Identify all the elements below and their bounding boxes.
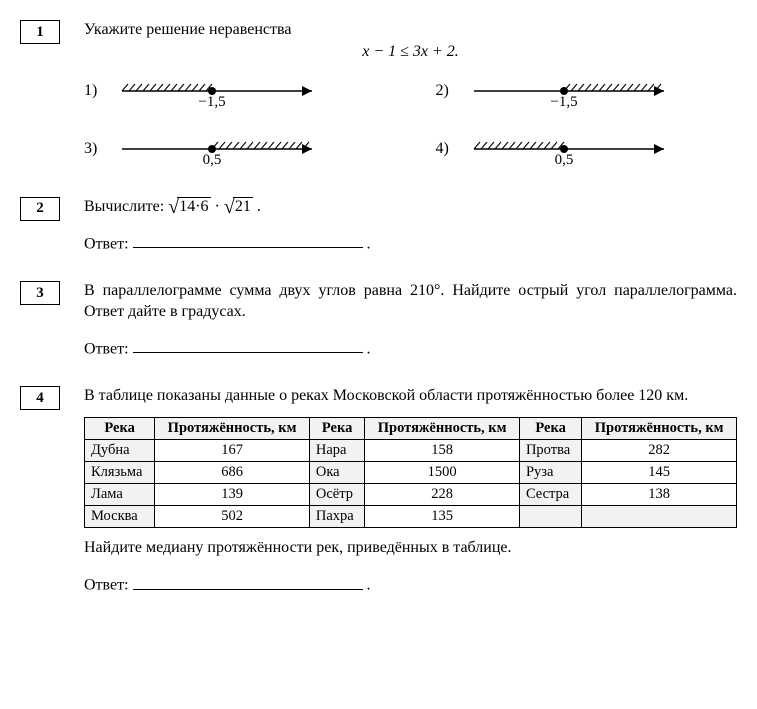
- answer-blank-2[interactable]: [133, 230, 363, 249]
- svg-text:−1,5: −1,5: [198, 94, 225, 110]
- cell-r1-a-len: 686: [155, 462, 310, 484]
- answer-period-4: .: [367, 577, 371, 594]
- cell-r0-c-name: Протва: [519, 440, 581, 462]
- problem-4-answer: Ответ: .: [84, 571, 737, 595]
- answer-label-2: Ответ:: [84, 235, 133, 252]
- option-2-num: 2): [436, 82, 464, 100]
- problem-4-prompt: В таблице показаны данные о реках Москов…: [84, 386, 737, 407]
- option-2: 2) −1,5: [436, 71, 738, 111]
- th-river-2: Река: [309, 418, 364, 440]
- cell-r1-b-len: 1500: [365, 462, 520, 484]
- table-row: Лама 139 Осётр 228 Сестра 138: [85, 484, 737, 506]
- answer-label-3: Ответ:: [84, 340, 133, 357]
- problem-2-content: Вычислите: √ 14·6 · √ 21 . Ответ: .: [84, 197, 737, 253]
- problem-1-options: 1) −1,5 2) −1,5 3) 0,5 4) 0,5: [84, 71, 737, 169]
- answer-blank-3[interactable]: [133, 335, 363, 354]
- th-len-1: Протяжённость, км: [155, 418, 310, 440]
- problem-3-content: В параллелограмме сумма двух углов равна…: [84, 281, 737, 358]
- th-len-3: Протяжённость, км: [582, 418, 737, 440]
- th-river-1: Река: [85, 418, 155, 440]
- q2-suffix: .: [257, 198, 261, 215]
- th-len-2: Протяжённость, км: [365, 418, 520, 440]
- problem-4-after: Найдите медиану протяжённости рек, приве…: [84, 538, 737, 559]
- cell-r2-c-len: 138: [582, 484, 737, 506]
- cell-r3-b-name: Пахра: [309, 506, 364, 528]
- problem-3-number: 3: [20, 281, 60, 305]
- problem-1-number: 1: [20, 20, 60, 44]
- table-row: Москва 502 Пахра 135: [85, 506, 737, 528]
- cell-r3-c-name: [519, 506, 581, 528]
- option-3-num: 3): [84, 140, 112, 158]
- option-4-num: 4): [436, 140, 464, 158]
- problem-3-prompt: В параллелограмме сумма двух углов равна…: [84, 281, 737, 323]
- problem-2: 2 Вычислите: √ 14·6 · √ 21 . Ответ: .: [20, 197, 737, 253]
- problem-4-number: 4: [20, 386, 60, 410]
- sqrt-1: √ 14·6: [168, 197, 210, 217]
- problem-4-content: В таблице показаны данные о реках Москов…: [84, 386, 737, 594]
- cell-r1-c-name: Руза: [519, 462, 581, 484]
- cell-r0-a-len: 167: [155, 440, 310, 462]
- option-3: 3) 0,5: [84, 129, 386, 169]
- problem-2-prompt: Вычислите: √ 14·6 · √ 21 .: [84, 197, 737, 218]
- problem-4: 4 В таблице показаны данные о реках Моск…: [20, 386, 737, 594]
- table-row: Дубна 167 Нара 158 Протва 282: [85, 440, 737, 462]
- table-row: Клязьма 686 Ока 1500 Руза 145: [85, 462, 737, 484]
- problem-3: 3 В параллелограмме сумма двух углов рав…: [20, 281, 737, 358]
- cell-r2-a-name: Лама: [85, 484, 155, 506]
- problem-1-prompt: Укажите решение неравенства: [84, 20, 737, 41]
- cell-r0-b-name: Нара: [309, 440, 364, 462]
- cell-r2-a-len: 139: [155, 484, 310, 506]
- cell-r2-b-name: Осётр: [309, 484, 364, 506]
- cell-r1-c-len: 145: [582, 462, 737, 484]
- numberline-4: 0,5: [464, 129, 684, 169]
- problem-3-answer: Ответ: .: [84, 335, 737, 359]
- svg-text:0,5: 0,5: [554, 152, 573, 168]
- problem-1: 1 Укажите решение неравенства x − 1 ≤ 3x…: [20, 20, 737, 169]
- cell-r0-c-len: 282: [582, 440, 737, 462]
- answer-label-4: Ответ:: [84, 577, 133, 594]
- th-river-3: Река: [519, 418, 581, 440]
- option-4: 4) 0,5: [436, 129, 738, 169]
- sqrt-arg-2: 21: [233, 197, 253, 216]
- cell-r0-a-name: Дубна: [85, 440, 155, 462]
- cell-r0-b-len: 158: [365, 440, 520, 462]
- table-header-row: Река Протяжённость, км Река Протяжённост…: [85, 418, 737, 440]
- numberline-2: −1,5: [464, 71, 684, 111]
- cell-r1-b-name: Ока: [309, 462, 364, 484]
- cell-r3-c-len: [582, 506, 737, 528]
- q2-pre: Вычислите:: [84, 198, 168, 215]
- option-1: 1) −1,5: [84, 71, 386, 111]
- cell-r3-a-len: 502: [155, 506, 310, 528]
- q2-mid: ·: [215, 198, 224, 215]
- option-1-num: 1): [84, 82, 112, 100]
- problem-1-formula: x − 1 ≤ 3x + 2.: [84, 43, 737, 61]
- sqrt-2: √ 21: [224, 197, 253, 217]
- cell-r2-b-len: 228: [365, 484, 520, 506]
- problem-1-content: Укажите решение неравенства x − 1 ≤ 3x +…: [84, 20, 737, 169]
- cell-r2-c-name: Сестра: [519, 484, 581, 506]
- svg-text:0,5: 0,5: [203, 152, 222, 168]
- cell-r3-a-name: Москва: [85, 506, 155, 528]
- sqrt-arg-1: 14·6: [177, 197, 210, 216]
- problem-2-answer: Ответ: .: [84, 230, 737, 254]
- cell-r3-b-len: 135: [365, 506, 520, 528]
- numberline-1: −1,5: [112, 71, 332, 111]
- rivers-table: Река Протяжённость, км Река Протяжённост…: [84, 417, 737, 528]
- answer-blank-4[interactable]: [133, 571, 363, 590]
- numberline-3: 0,5: [112, 129, 332, 169]
- answer-period-3: .: [367, 340, 371, 357]
- cell-r1-a-name: Клязьма: [85, 462, 155, 484]
- problem-2-number: 2: [20, 197, 60, 221]
- svg-text:−1,5: −1,5: [550, 94, 577, 110]
- answer-period-2: .: [367, 235, 371, 252]
